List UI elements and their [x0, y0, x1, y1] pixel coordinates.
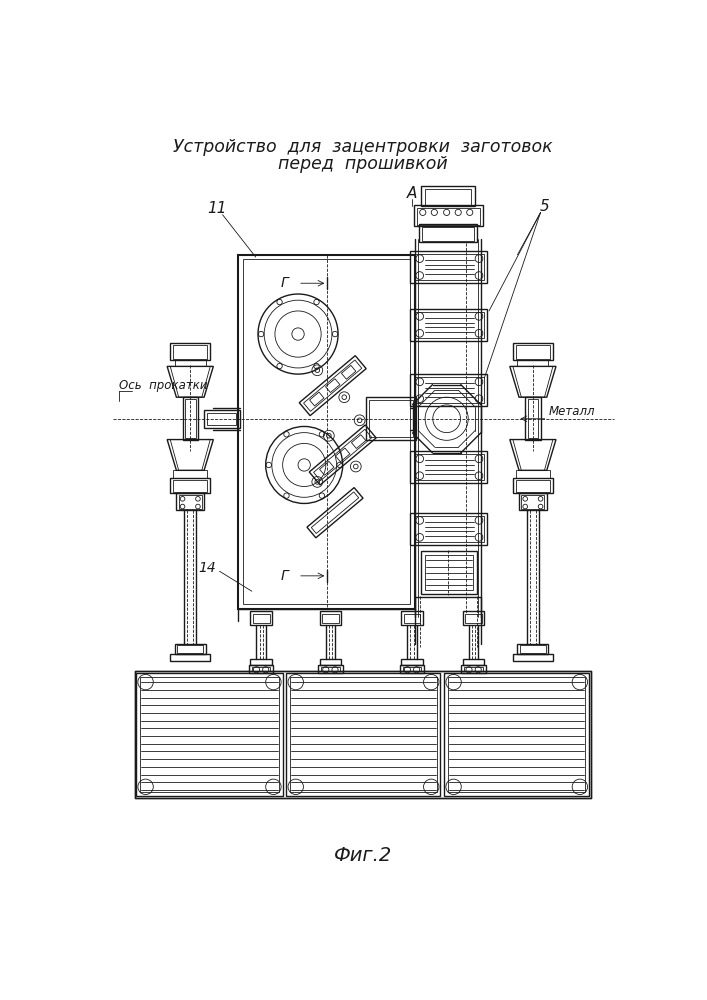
Bar	[404, 614, 421, 623]
Bar	[243, 259, 411, 604]
Bar	[416, 208, 480, 225]
Bar	[411, 309, 487, 341]
Bar	[518, 644, 549, 654]
Bar	[173, 345, 207, 359]
Bar	[249, 665, 274, 673]
Bar	[414, 312, 484, 338]
Bar	[402, 659, 423, 665]
Bar	[369, 400, 413, 437]
Text: Устройство  для  зацентровки  заготовок: Устройство для зацентровки заготовок	[173, 138, 553, 156]
Bar	[463, 611, 484, 625]
Bar	[320, 659, 341, 665]
Bar	[322, 614, 339, 623]
Bar	[399, 665, 424, 673]
Bar	[513, 343, 553, 360]
Bar	[175, 644, 206, 654]
Bar	[252, 667, 270, 671]
Bar	[207, 413, 236, 425]
Bar	[444, 673, 589, 796]
Text: Ось  прокатки: Ось прокатки	[119, 379, 208, 392]
Bar	[402, 611, 423, 625]
Bar	[521, 495, 544, 509]
Bar	[291, 677, 437, 792]
Text: перед  прошивкой: перед прошивкой	[278, 155, 448, 173]
Bar	[173, 470, 207, 478]
Bar	[448, 677, 585, 792]
Text: А: А	[407, 186, 417, 201]
Bar	[321, 667, 339, 671]
Bar	[175, 360, 206, 366]
Bar	[414, 254, 484, 280]
Bar	[403, 667, 421, 671]
Bar	[136, 673, 283, 796]
Bar	[173, 480, 207, 492]
Bar	[465, 614, 482, 623]
Bar	[425, 555, 473, 590]
Bar	[516, 470, 550, 478]
Text: 11: 11	[207, 201, 227, 216]
Bar	[425, 189, 472, 205]
Bar	[318, 665, 343, 673]
Bar	[414, 516, 484, 542]
Bar	[525, 397, 541, 440]
Bar	[170, 343, 210, 360]
Bar	[527, 399, 538, 438]
Bar	[464, 667, 483, 671]
Bar	[414, 377, 484, 403]
Bar	[135, 671, 590, 798]
Bar	[411, 451, 487, 483]
Bar	[516, 345, 550, 359]
Bar	[170, 654, 210, 661]
Text: Г: Г	[281, 276, 289, 290]
Text: 14: 14	[198, 561, 216, 575]
Bar	[140, 677, 279, 792]
Bar	[185, 399, 196, 438]
Bar	[179, 495, 201, 509]
Bar	[414, 205, 483, 226]
Text: Г: Г	[281, 569, 289, 583]
Bar	[422, 227, 474, 241]
Bar	[421, 186, 475, 206]
Bar	[177, 645, 204, 653]
Bar	[176, 493, 204, 510]
Bar	[286, 673, 440, 796]
Bar	[513, 654, 553, 661]
Bar	[419, 224, 477, 242]
Bar	[421, 551, 477, 594]
Text: 5: 5	[539, 199, 549, 214]
Bar	[519, 493, 547, 510]
Bar	[513, 478, 553, 493]
Bar	[250, 611, 272, 625]
Bar	[411, 251, 487, 283]
Bar	[320, 611, 341, 625]
Bar	[182, 397, 198, 440]
Bar	[518, 360, 549, 366]
Bar	[520, 645, 546, 653]
Text: Металл: Металл	[549, 405, 595, 418]
Bar	[252, 614, 269, 623]
Bar	[204, 410, 240, 428]
Bar	[463, 659, 484, 665]
Text: Фиг.2: Фиг.2	[334, 846, 392, 865]
Bar	[170, 478, 210, 493]
Bar	[366, 397, 416, 440]
Bar	[414, 454, 484, 480]
Bar	[516, 480, 550, 492]
Bar	[461, 665, 486, 673]
Bar	[238, 255, 415, 609]
Bar	[411, 374, 487, 406]
Bar	[250, 659, 272, 665]
Bar	[411, 513, 487, 545]
